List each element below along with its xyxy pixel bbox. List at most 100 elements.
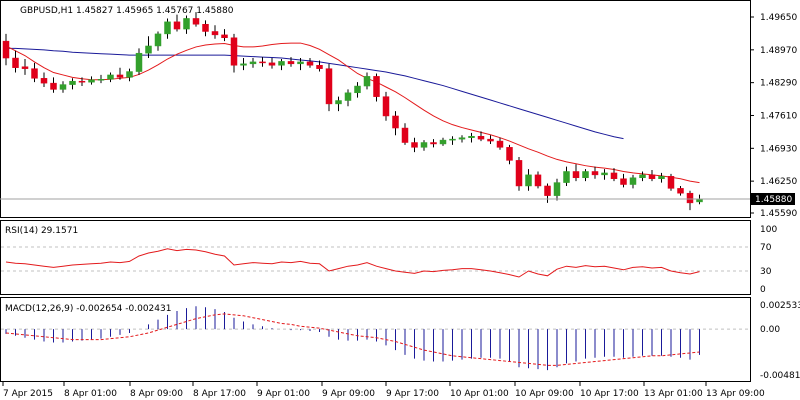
candle — [373, 73, 380, 102]
candle-body — [430, 142, 437, 145]
candle — [173, 14, 181, 32]
candle — [601, 169, 608, 180]
price-tick-label: 1.46250 — [760, 177, 797, 187]
price-pane[interactable]: GBPUSD,H1 1.45827 1.45965 1.45767 1.4588… — [0, 0, 797, 220]
candle-body — [582, 171, 589, 179]
candle — [335, 96, 342, 112]
candle-body — [496, 140, 504, 148]
macd-tick-label: 0.002533 — [760, 301, 800, 311]
candle — [534, 171, 542, 189]
candle — [192, 12, 200, 27]
candle-body — [648, 174, 656, 179]
candle-body — [230, 37, 238, 66]
candle-body — [50, 82, 57, 90]
candle-body — [620, 178, 627, 185]
time-tick-label: 8 Apr 01:00 — [64, 389, 117, 399]
candle — [211, 25, 219, 39]
candle — [591, 166, 599, 179]
candle-body — [572, 171, 580, 179]
candle-body — [316, 65, 323, 69]
candle-body — [515, 160, 523, 187]
candle — [249, 58, 257, 68]
rsi-tick-label: 70 — [760, 243, 772, 253]
candle — [677, 185, 684, 196]
candle — [363, 72, 371, 90]
candle — [21, 59, 29, 75]
candle-body — [325, 68, 333, 105]
price-pane-frame — [0, 0, 751, 218]
symbol-title: GBPUSD,H1 1.45827 1.45965 1.45767 1.4588… — [20, 6, 234, 16]
candle — [59, 81, 67, 93]
candle — [221, 29, 228, 42]
candle — [648, 170, 656, 182]
candle-body — [12, 57, 19, 68]
macd-tick-label: 0.00 — [760, 325, 780, 335]
candle-body — [344, 92, 352, 101]
candle — [354, 82, 361, 98]
candle-body — [392, 115, 399, 129]
candle — [88, 76, 95, 85]
candle — [325, 63, 333, 112]
candle-body — [249, 61, 257, 65]
candle-body — [240, 63, 247, 66]
candle-body — [40, 78, 48, 84]
candle — [639, 171, 646, 182]
candle — [2, 33, 10, 66]
candle — [344, 89, 352, 107]
candle — [278, 59, 285, 71]
candle-body — [601, 172, 608, 176]
ma-fast-path — [5, 42, 700, 184]
candle — [477, 131, 485, 142]
rsi-y-axis: 100 70 30 0 — [1, 225, 777, 295]
candle-body — [154, 33, 162, 47]
candle-body — [183, 18, 190, 30]
candle — [145, 36, 152, 59]
candle — [183, 15, 190, 34]
time-tick-label: 10 Apr 01:00 — [450, 389, 509, 399]
time-tick-label: 13 Apr 09:00 — [706, 389, 765, 399]
candle-body — [439, 139, 447, 145]
candle — [582, 169, 589, 182]
candle-body — [468, 135, 475, 138]
rsi-tick-label: 0 — [760, 285, 766, 295]
candle — [458, 135, 466, 143]
candle — [544, 183, 551, 203]
time-tick-label: 13 Apr 01:00 — [644, 389, 703, 399]
ma-fast-line — [5, 42, 700, 184]
candle — [50, 77, 57, 93]
price-tick-label: 1.49650 — [760, 13, 797, 23]
candle-body — [534, 174, 542, 187]
candle-body — [506, 147, 513, 161]
time-tick-label: 8 Apr 09:00 — [130, 389, 183, 399]
rsi-pane[interactable]: RSI(14) 29.1571 100 70 30 0 — [0, 220, 778, 296]
rsi-pane-frame — [0, 220, 751, 295]
candle — [107, 72, 114, 83]
candle — [487, 135, 494, 144]
price-y-axis: 1.49650 1.48970 1.48290 1.47610 1.46930 1.462… — [750, 13, 797, 219]
candle-body — [31, 68, 38, 79]
candle-body — [126, 71, 133, 78]
candle-body — [525, 174, 532, 187]
candle — [78, 77, 86, 87]
candle — [401, 123, 409, 145]
candle-body — [563, 171, 570, 183]
candle — [230, 33, 238, 73]
rsi-tick-label: 30 — [760, 267, 772, 277]
candle — [116, 67, 124, 80]
candle-body — [629, 177, 637, 185]
candle — [287, 57, 295, 67]
candle — [268, 58, 276, 69]
candle — [126, 68, 133, 82]
macd-y-axis: 0.002533 0.00 -0.004814 — [1, 301, 800, 381]
candle-body — [354, 85, 361, 94]
candle — [658, 172, 665, 183]
macd-pane[interactable]: MACD(12,26,9) -0.002654 -0.002431 0.0025… — [0, 297, 800, 382]
candle-body — [211, 31, 219, 36]
macd-tick-label: -0.004814 — [760, 371, 800, 381]
candle — [449, 136, 456, 145]
price-tick-label: 1.45590 — [760, 209, 797, 219]
candle — [686, 190, 694, 211]
candle-body — [21, 66, 29, 69]
candle — [563, 166, 570, 186]
